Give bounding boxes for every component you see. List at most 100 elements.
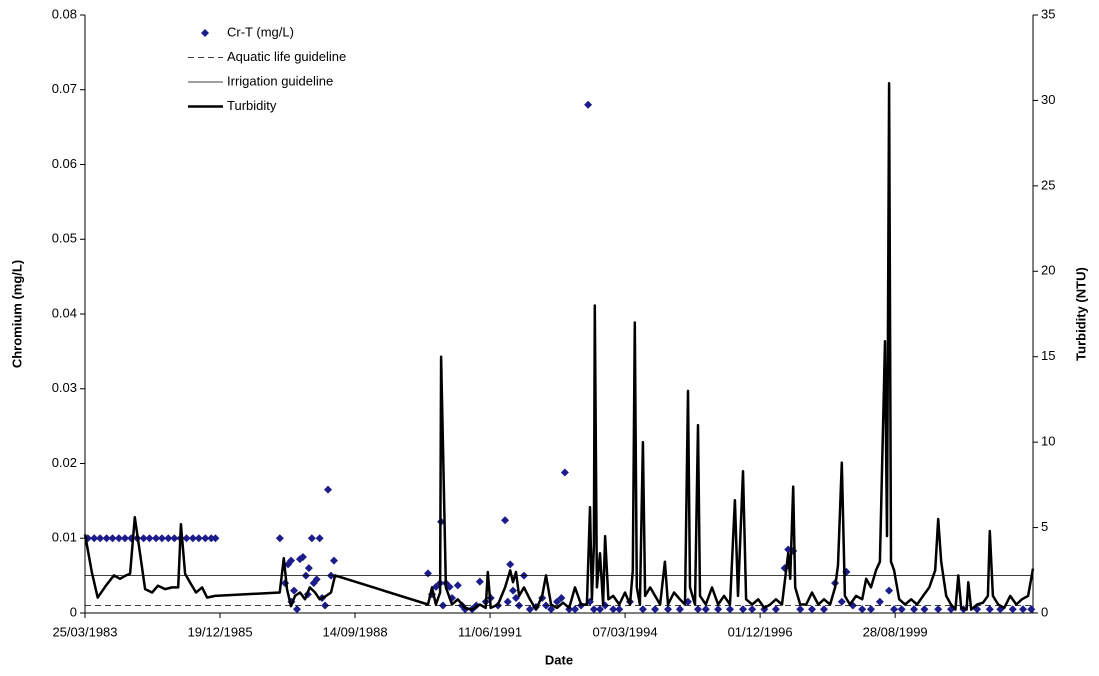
scatter-point xyxy=(589,605,598,614)
scatter-point xyxy=(819,605,828,614)
y2-tick-label: 5 xyxy=(1041,519,1048,534)
legend-label: Cr-T (mg/L) xyxy=(227,24,294,39)
scatter-point xyxy=(194,534,203,543)
y-tick-label: 0.04 xyxy=(52,305,77,320)
scatter-point xyxy=(796,605,805,614)
y-tick-label: 0.05 xyxy=(52,231,77,246)
scatter-point xyxy=(560,468,569,477)
scatter-point xyxy=(651,605,660,614)
scatter-point xyxy=(182,534,191,543)
scatter-point xyxy=(503,597,512,606)
scatter-point xyxy=(188,534,197,543)
scatter-point xyxy=(807,605,816,614)
legend-label: Turbidity xyxy=(227,98,277,113)
scatter-point xyxy=(164,534,173,543)
scatter-point xyxy=(438,601,447,610)
x-axis-title: Date xyxy=(545,652,573,667)
scatter-point xyxy=(609,605,618,614)
scatter-point xyxy=(290,586,299,595)
scatter-point xyxy=(584,100,593,109)
scatter-point xyxy=(114,534,123,543)
scatter-point xyxy=(170,534,179,543)
scatter-point xyxy=(726,605,735,614)
x-tick-label: 14/09/1988 xyxy=(323,624,388,639)
scatter-point xyxy=(207,534,216,543)
scatter-point xyxy=(96,534,105,543)
scatter-point xyxy=(275,534,284,543)
scatter-point xyxy=(595,605,604,614)
scatter-point xyxy=(120,534,129,543)
x-tick-label: 28/08/1999 xyxy=(863,624,928,639)
scatter-point xyxy=(312,575,321,584)
y-tick-label: 0.08 xyxy=(52,6,77,21)
scatter-point xyxy=(701,605,710,614)
y2-tick-label: 0 xyxy=(1041,604,1048,619)
scatter-point xyxy=(324,485,333,494)
scatter-point xyxy=(145,534,154,543)
y-tick-label: 0.06 xyxy=(52,156,77,171)
scatter-point xyxy=(748,605,757,614)
scatter-point xyxy=(1027,605,1036,614)
scatter-point xyxy=(885,586,894,595)
scatter-point xyxy=(307,534,316,543)
y2-axis-title: Turbidity (NTU) xyxy=(1073,267,1088,361)
scatter-point xyxy=(157,534,166,543)
legend-label: Aquatic life guideline xyxy=(227,49,346,64)
y-axis-title: Chromium (mg/L) xyxy=(9,260,24,368)
scatter-point xyxy=(714,605,723,614)
scatter-point xyxy=(738,605,747,614)
scatter-point xyxy=(890,605,899,614)
scatter-point xyxy=(139,534,148,543)
scatter-point xyxy=(152,534,161,543)
y-tick-label: 0 xyxy=(70,604,77,619)
scatter-point xyxy=(897,605,906,614)
scatter-point xyxy=(1008,605,1017,614)
scatter-point xyxy=(934,605,943,614)
scatter-point xyxy=(866,605,875,614)
y-tick-label: 0.07 xyxy=(52,81,77,96)
y2-tick-label: 25 xyxy=(1041,177,1055,192)
scatter-point xyxy=(102,534,111,543)
x-tick-label: 01/12/1996 xyxy=(728,624,793,639)
turbidity-line xyxy=(83,82,1035,611)
scatter-point xyxy=(501,516,510,525)
scatter-point xyxy=(920,605,929,614)
scatter-point xyxy=(525,605,534,614)
scatter-point xyxy=(985,605,994,614)
scatter-point xyxy=(506,560,515,569)
scatter-point xyxy=(509,586,518,595)
y2-tick-label: 10 xyxy=(1041,434,1055,449)
x-tick-label: 07/03/1994 xyxy=(593,624,658,639)
scatter-point xyxy=(298,552,307,561)
y-tick-label: 0.02 xyxy=(52,455,77,470)
y2-tick-label: 35 xyxy=(1041,6,1055,21)
y2-tick-label: 15 xyxy=(1041,348,1055,363)
scatter-point xyxy=(557,594,566,603)
scatter-point xyxy=(315,534,324,543)
scatter-point xyxy=(615,605,624,614)
scatter-point xyxy=(475,577,484,586)
scatter-point xyxy=(910,605,919,614)
scatter-point xyxy=(201,534,210,543)
scatter-point xyxy=(638,605,647,614)
scatter-point xyxy=(571,605,580,614)
x-tick-label: 25/03/1983 xyxy=(52,624,117,639)
scatter-point xyxy=(771,605,780,614)
y2-tick-label: 20 xyxy=(1041,263,1055,278)
legend-marker xyxy=(201,29,209,37)
scatter-point xyxy=(423,569,432,578)
scatter-point xyxy=(90,534,99,543)
scatter-point xyxy=(292,605,301,614)
x-tick-label: 19/12/1985 xyxy=(187,624,252,639)
scatter-point xyxy=(858,605,867,614)
scatter-point xyxy=(675,605,684,614)
scatter-point xyxy=(304,564,313,573)
scatter-point xyxy=(211,534,220,543)
scatter-point xyxy=(875,597,884,606)
y-tick-label: 0.03 xyxy=(52,380,77,395)
scatter-point xyxy=(837,597,846,606)
scatter-point xyxy=(287,556,296,565)
x-tick-label: 11/06/1991 xyxy=(458,624,522,639)
